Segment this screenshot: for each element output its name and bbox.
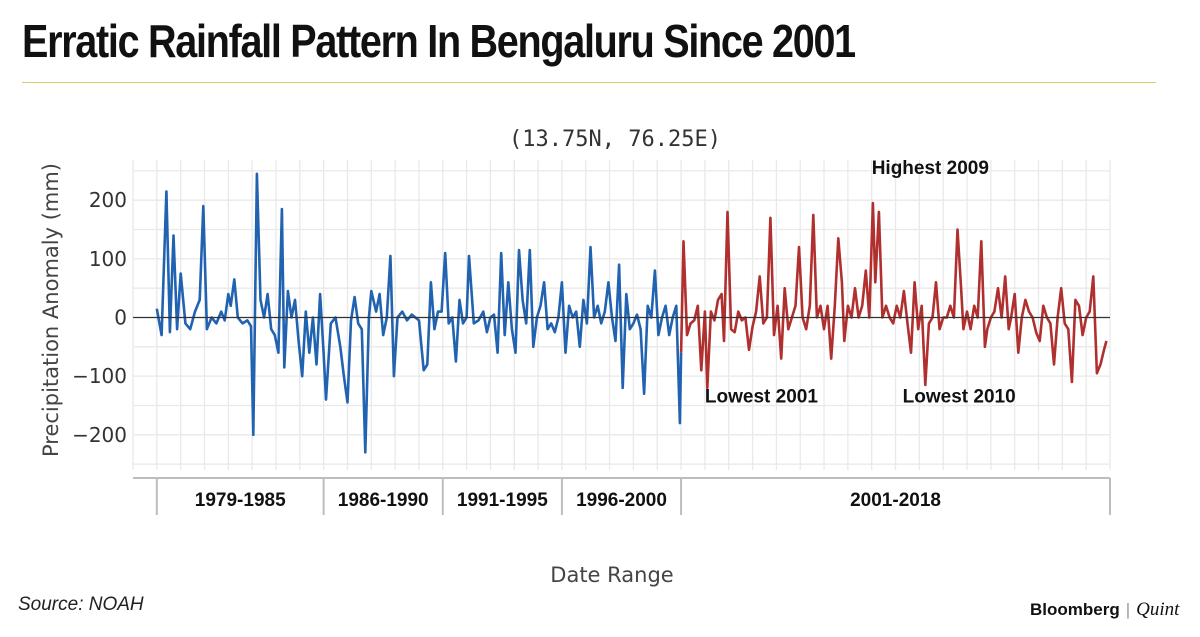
- y-tick-label: 0: [114, 306, 127, 330]
- series-line-1: [155, 172, 683, 454]
- y-tick-label: −100: [72, 364, 127, 388]
- x-axis-label: Date Range: [550, 563, 673, 587]
- brand-logo: Bloomberg | Quint: [1030, 599, 1179, 621]
- chart-subtitle: (13.75N, 76.25E): [509, 127, 721, 152]
- series-lines: [155, 172, 1108, 454]
- series-line-2: [679, 201, 1108, 390]
- range-label: 1986-1990: [338, 490, 429, 511]
- brand-separator: |: [1125, 600, 1131, 619]
- y-tick-label: −200: [72, 423, 127, 447]
- source-note: Source: NOAH: [18, 594, 144, 615]
- range-label: 1996-2000: [576, 490, 667, 511]
- range-label: 1979-1985: [195, 490, 286, 511]
- y-axis-label: Precipitation Anomaly (mm): [39, 163, 63, 457]
- annotation: Lowest 2010: [903, 387, 1016, 408]
- title-divider: [22, 82, 1156, 83]
- y-tick-label: 200: [89, 188, 127, 212]
- y-tick-label: 100: [89, 247, 127, 271]
- range-label: 1991-1995: [457, 490, 548, 511]
- range-label: 2001-2018: [850, 490, 941, 511]
- brand-quint: Quint: [1136, 599, 1180, 620]
- annotation: Highest 2009: [872, 158, 989, 179]
- annotation: Lowest 2001: [705, 387, 818, 408]
- page-title: Erratic Rainfall Pattern In Bengaluru Si…: [22, 15, 856, 67]
- axes: 200 100 0 −100 −200 1979-1985 1986-1990 1991-19…: [72, 158, 1111, 515]
- brand-bloomberg: Bloomberg: [1030, 600, 1120, 619]
